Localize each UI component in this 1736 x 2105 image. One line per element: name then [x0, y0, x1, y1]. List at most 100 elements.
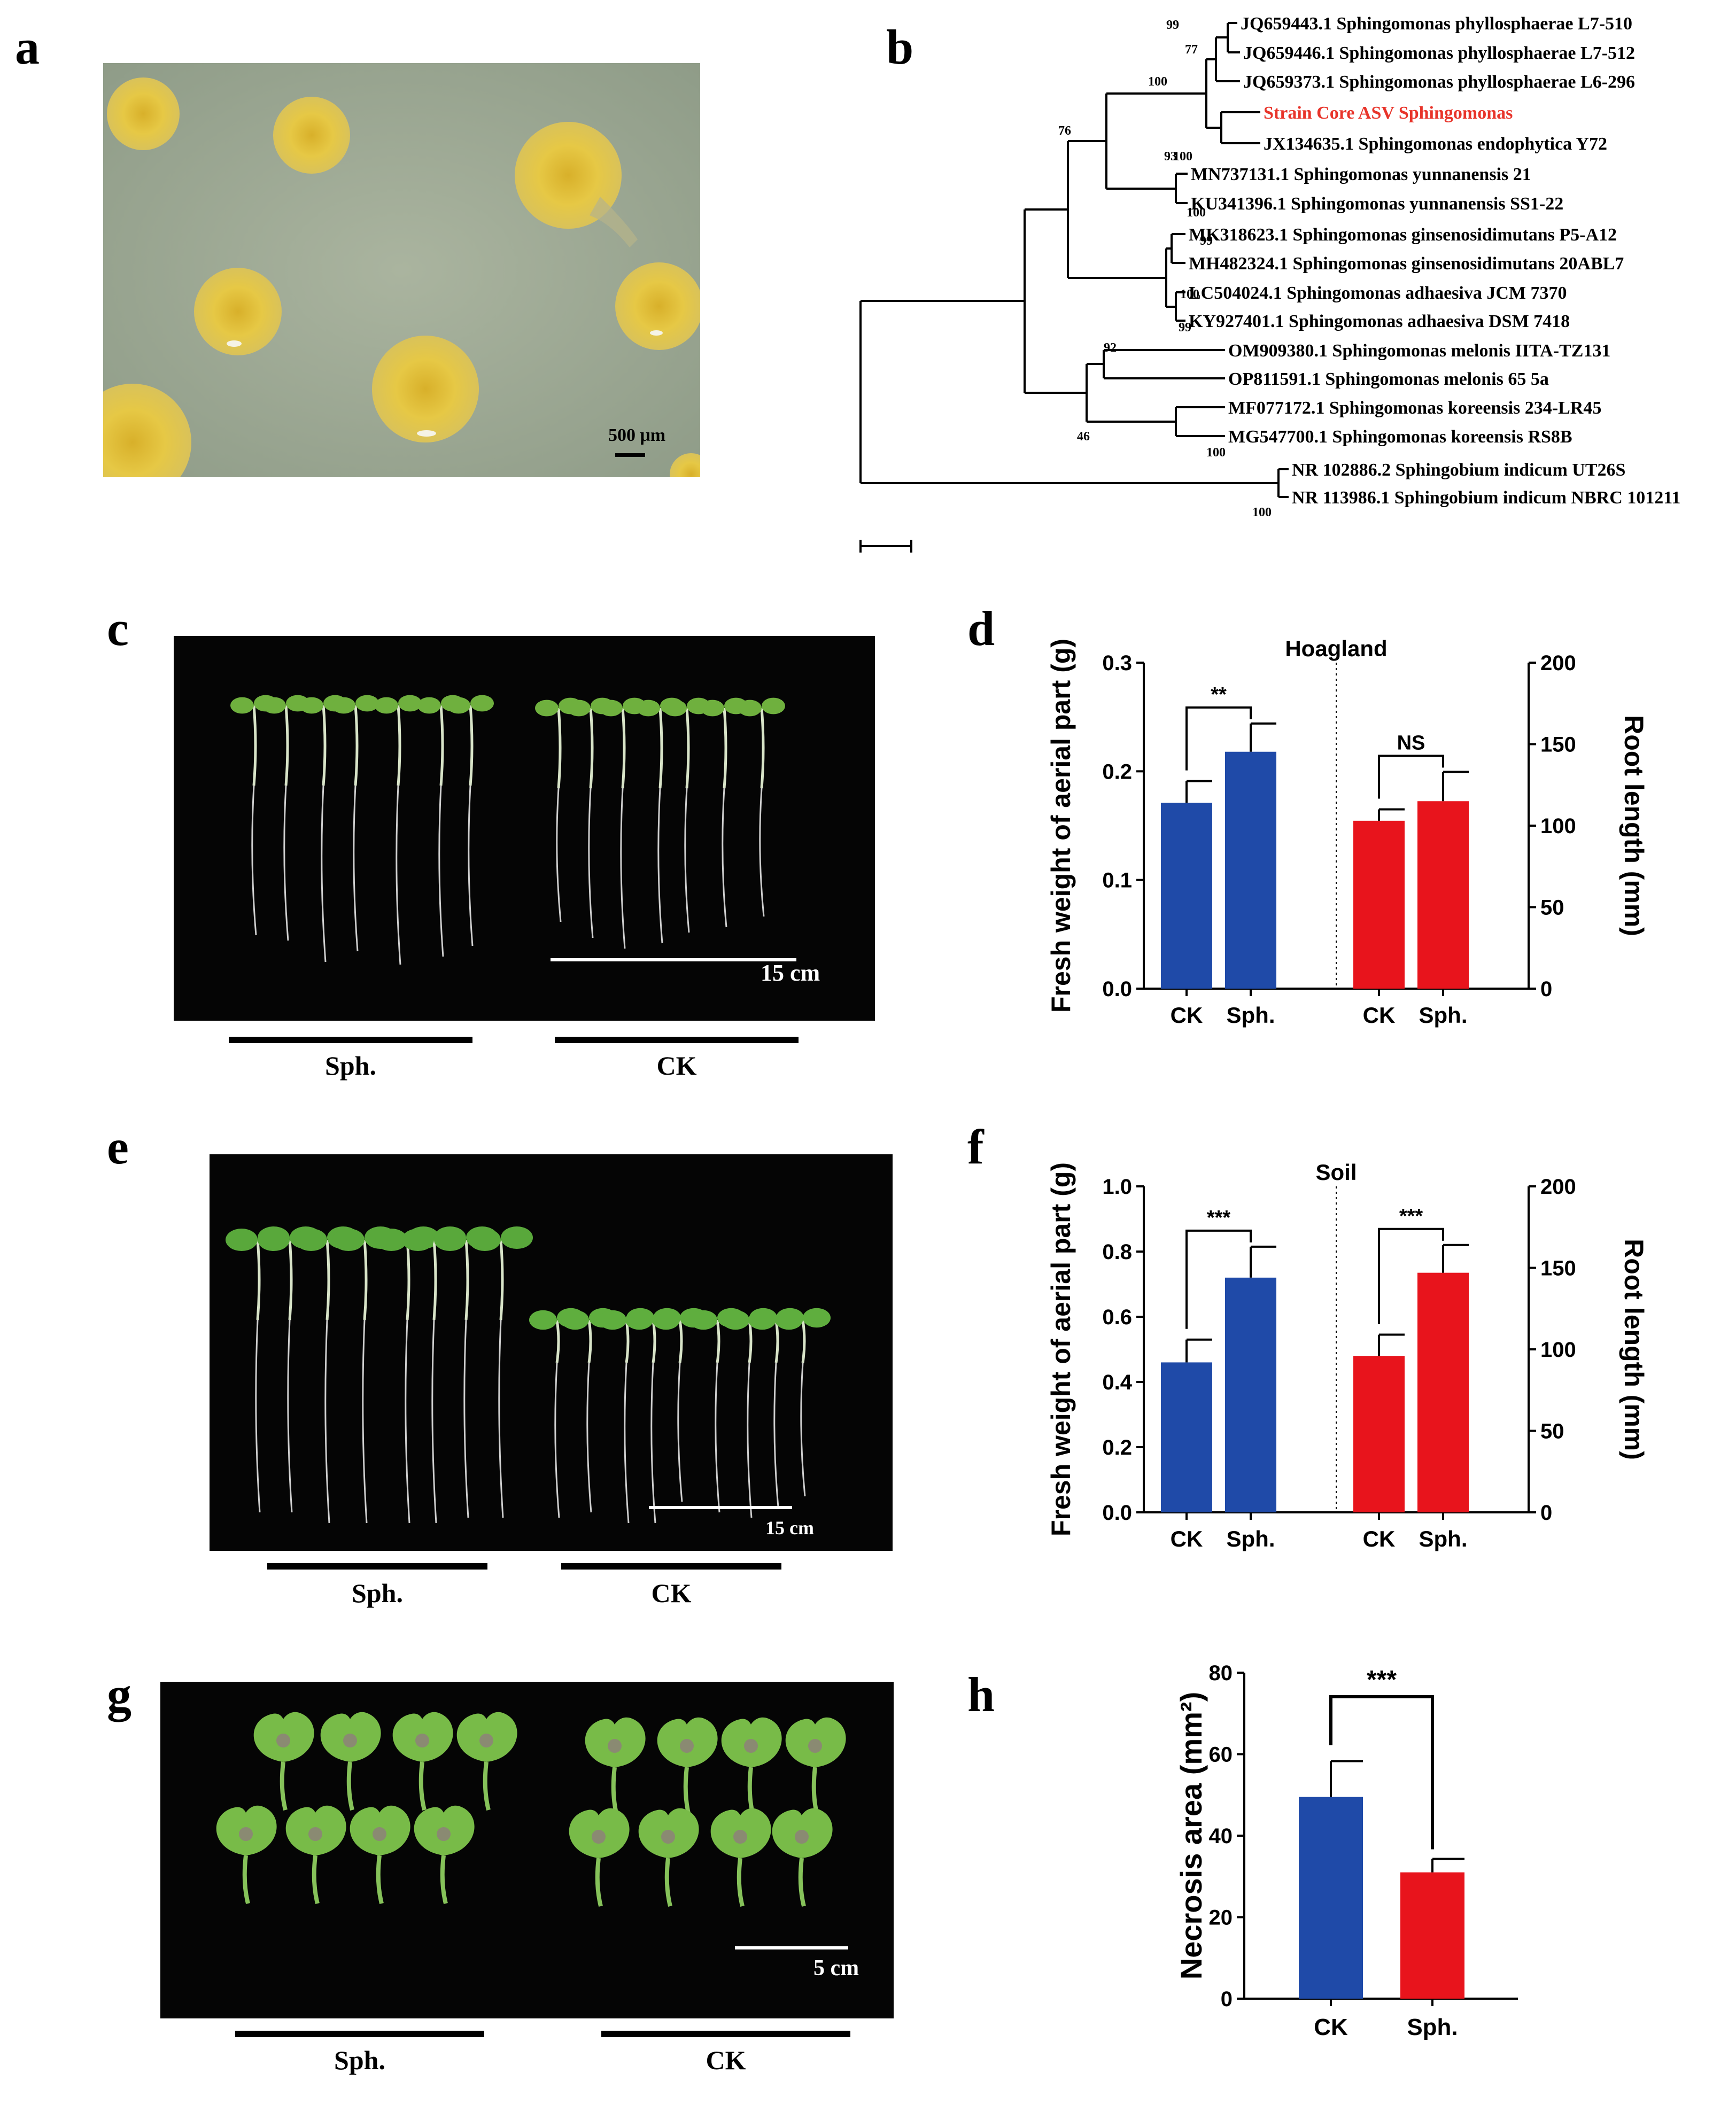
- panel-label-g: g: [107, 1667, 131, 1722]
- seedling: [295, 1226, 359, 1524]
- bootstrap-value: 99: [1200, 234, 1213, 248]
- bootstrap-value: 100: [1206, 446, 1226, 460]
- tree-tip-label: JX134635.1 Sphingomonas endophytica Y72: [1264, 134, 1607, 154]
- seedling: [230, 695, 277, 936]
- bootstrap-value: 93: [1164, 150, 1177, 164]
- group-bar-sph-g: [235, 2031, 484, 2037]
- x-tick-label: Sph.: [1227, 1526, 1275, 1551]
- bar: [1353, 820, 1405, 989]
- caption-sph-g: Sph.: [334, 2045, 385, 2075]
- right-tick-label: 50: [1540, 1420, 1564, 1443]
- bar: [1161, 803, 1212, 989]
- seedling: [447, 695, 494, 946]
- soil-plants-photo: 15 cm: [210, 1154, 893, 1551]
- cotyledon: [414, 1805, 475, 1904]
- seedling: [775, 1308, 831, 1497]
- left-tick-label: 80: [1209, 1661, 1233, 1685]
- x-tick-label: CK: [1363, 1526, 1396, 1551]
- seedling: [599, 1308, 654, 1524]
- left-tick-label: 0.6: [1102, 1306, 1132, 1329]
- caption-ck-g: CK: [706, 2045, 746, 2075]
- seedling: [332, 695, 379, 952]
- left-tick-label: 0.2: [1102, 760, 1132, 783]
- tree-tip-label: OM909380.1 Sphingomonas melonis IITA-TZ1…: [1228, 341, 1610, 361]
- cotyledon: [350, 1805, 410, 1904]
- seedling: [417, 695, 464, 957]
- scale-label-c: 15 cm: [761, 960, 820, 986]
- left-tick-label: 60: [1209, 1743, 1233, 1767]
- seedling: [262, 695, 309, 941]
- bootstrap-value: 99: [1166, 18, 1179, 32]
- tree-tip-label: KY927401.1 Sphingomonas adhaesiva DSM 74…: [1189, 312, 1570, 331]
- group-bar-ck-c: [555, 1037, 799, 1043]
- right-axis-label: Root length (mm): [1619, 1239, 1649, 1460]
- cotyledon: [569, 1808, 630, 1907]
- cotyledon: [285, 1805, 346, 1904]
- significance-label: NS: [1397, 732, 1425, 754]
- seedling: [332, 1226, 397, 1524]
- seedling: [561, 1308, 617, 1513]
- group-bar-sph-e: [267, 1563, 487, 1570]
- colony-group: [103, 77, 700, 477]
- bootstrap-value: 100: [1252, 506, 1272, 519]
- left-tick-label: 0: [1221, 1987, 1233, 2011]
- right-axis-label: Root length (mm): [1619, 715, 1649, 936]
- cotyledon: [456, 1712, 517, 1811]
- seedling: [652, 1308, 708, 1502]
- significance-label: ***: [1399, 1205, 1423, 1228]
- seedling: [375, 695, 422, 965]
- x-tick-label: CK: [1363, 1003, 1396, 1028]
- caption-sph-c: Sph.: [325, 1051, 376, 1081]
- panel-label-c: c: [107, 601, 129, 656]
- caption-ck-c: CK: [656, 1051, 697, 1081]
- cotyledon: [216, 1805, 277, 1904]
- phylogenetic-tree: 0.010JQ659443.1 Sphingomonas phyllosphae…: [802, 11, 1732, 586]
- tree-tip-label: MH482324.1 Sphingomonas ginsenosidimutan…: [1189, 254, 1624, 274]
- bar: [1417, 801, 1469, 989]
- significance-bracket: [1378, 755, 1444, 799]
- left-axis-label: Fresh weight of aerial part (g): [1046, 1162, 1076, 1536]
- right-tick-label: 0: [1540, 1501, 1552, 1525]
- chart-title: Soil: [1315, 1160, 1357, 1185]
- cotyledon: [320, 1712, 381, 1811]
- cotyledon: [638, 1808, 699, 1907]
- seedling: [625, 1308, 681, 1524]
- left-axis-label: Necrosis area (mm²): [1174, 1692, 1208, 1979]
- group-bar-sph-c: [229, 1037, 472, 1043]
- tree-tip-label: MG547700.1 Sphingomonas koreensis RS8B: [1228, 427, 1572, 447]
- x-tick-label: Sph.: [1419, 1526, 1468, 1551]
- bar: [1299, 1797, 1363, 1999]
- left-tick-label: 0.0: [1102, 1501, 1132, 1525]
- seedling: [689, 1308, 745, 1513]
- left-tick-label: 0.8: [1102, 1240, 1132, 1264]
- cotyledon: [585, 1717, 646, 1816]
- bootstrap-value: 46: [1077, 430, 1090, 444]
- seedling: [469, 1226, 533, 1518]
- right-tick-label: 100: [1540, 1338, 1576, 1362]
- bootstrap-value: 99: [1179, 321, 1191, 335]
- left-tick-label: 0.1: [1102, 869, 1132, 892]
- colony-photo: 500 μm: [103, 63, 700, 477]
- scale-label-g: 5 cm: [813, 1956, 859, 1980]
- seedling: [402, 1226, 466, 1524]
- panel-label-a: a: [15, 20, 40, 74]
- seedling: [567, 697, 614, 938]
- panel-label-b: b: [886, 20, 914, 74]
- tree-tip-label: OP811591.1 Sphingomonas melonis 65 5a: [1228, 369, 1549, 389]
- tree-tip-label: Strain Core ASV Sphingomonas: [1264, 103, 1513, 123]
- right-tick-label: 150: [1540, 733, 1576, 757]
- seedling: [738, 697, 785, 917]
- x-tick-label: CK: [1171, 1526, 1203, 1551]
- x-tick-label: Sph.: [1407, 2014, 1458, 2040]
- tree-tip-label: LC504024.1 Sphingomonas adhaesiva JCM 73…: [1189, 283, 1567, 303]
- tree-tip-label: MK318623.1 Sphingomonas ginsenosidimutan…: [1189, 225, 1617, 245]
- x-tick-label: Sph.: [1419, 1003, 1468, 1028]
- left-tick-label: 0.0: [1102, 977, 1132, 1001]
- left-tick-label: 0.4: [1102, 1371, 1132, 1394]
- bar: [1225, 751, 1276, 989]
- cotyledon: [253, 1712, 314, 1811]
- seedling: [375, 1226, 439, 1524]
- right-tick-label: 150: [1540, 1257, 1576, 1280]
- tree-tip-label: JQ659446.1 Sphingomonas phyllosphaerae L…: [1243, 43, 1635, 63]
- bootstrap-value: 76: [1058, 124, 1071, 138]
